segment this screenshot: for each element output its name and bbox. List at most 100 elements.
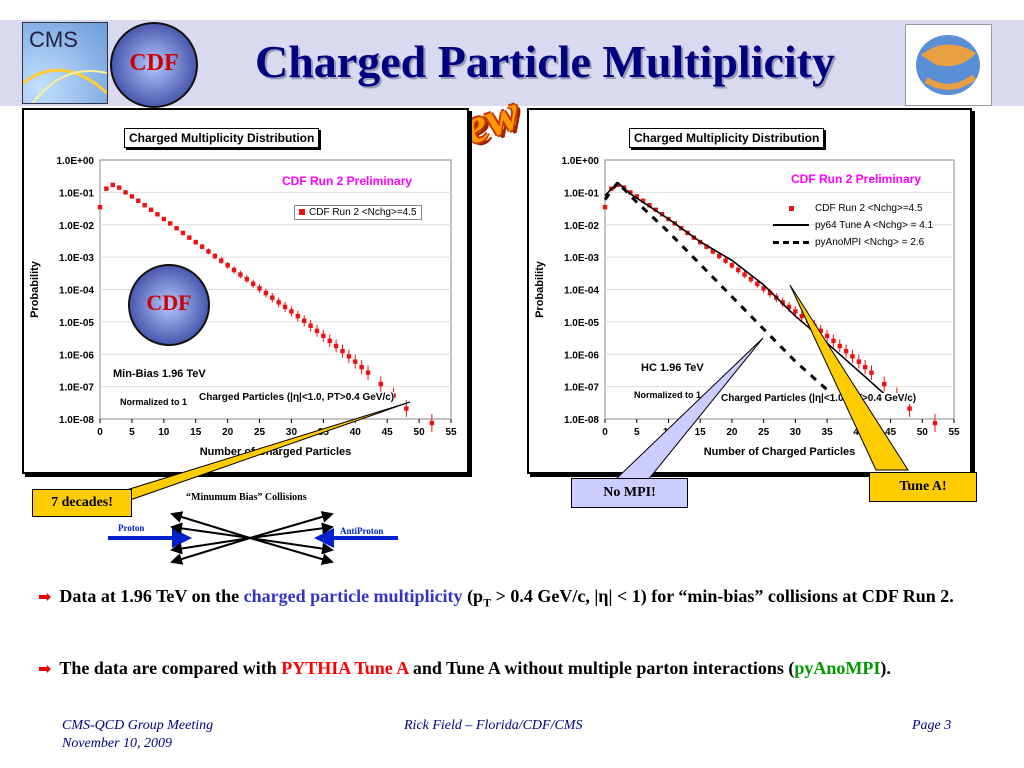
data-point: [767, 290, 773, 296]
data-point: [193, 239, 198, 245]
bullet-1-post1: (p: [462, 586, 484, 606]
chart-right-annotation-cuts: Charged Particles (|η|<1.0, PT>0.4 GeV/c…: [721, 393, 917, 404]
x-tick-label: 10: [158, 427, 170, 438]
chart-right-annotation-energy: HC 1.96 TeV: [641, 362, 704, 374]
footer-meeting: CMS-QCD Group Meeting: [62, 718, 214, 733]
chart-left-cdf-logo: CDF: [128, 264, 210, 346]
y-tick-label: 1.0E-02: [59, 221, 94, 232]
chart-left-cdf-logo-label: CDF: [146, 290, 192, 315]
data-point: [180, 230, 186, 236]
footer-date: November 10, 2009: [62, 736, 173, 751]
y-tick-label: 1.0E-07: [564, 383, 599, 394]
legend-entry-anompi: pyAnoMPI <Nchg> = 2.6: [773, 234, 933, 251]
y-axis-label: Probability: [534, 260, 546, 318]
bullet-1-pre: Data at 1.96 TeV on the: [59, 586, 244, 606]
data-point: [869, 370, 874, 375]
legend-label-anompi: pyAnoMPI <Nchg> = 2.6: [815, 237, 925, 248]
bullet-2: ➡ The data are compared with PYTHIA Tune …: [38, 656, 988, 681]
chart-right-title: Charged Multiplicity Distribution: [629, 128, 825, 148]
bullet-1-highlight: charged particle multiplicity: [243, 586, 463, 606]
y-tick-label: 1.0E-03: [59, 253, 94, 264]
y-tick-label: 1.0E-04: [564, 286, 599, 297]
page-title: Charged Particle Multiplicity: [255, 36, 835, 87]
chart-left-legend: CDF Run 2 <Nchg>=4.5: [294, 205, 422, 220]
data-point: [340, 348, 345, 354]
legend-marker-solid: [773, 224, 809, 227]
y-tick-label: 1.0E-04: [59, 286, 94, 297]
data-point: [799, 313, 804, 319]
legend-label-tune-a: py64 Tune A <Nchg> = 4.1: [815, 220, 934, 231]
data-point: [295, 313, 301, 319]
data-point: [704, 244, 709, 249]
chart-left-subtitle: CDF Run 2 Preliminary: [282, 174, 413, 188]
collision-diagram-title: “Minumum Bias” Collisions: [186, 492, 307, 503]
chart-left-title: Charged Multiplicity Distribution: [124, 128, 320, 148]
cdf-logo-header-label: CDF: [129, 50, 179, 76]
y-tick-label: 1.0E+00: [56, 156, 94, 167]
data-point: [174, 226, 179, 231]
data-point: [602, 204, 608, 210]
data-point: [302, 318, 307, 323]
x-tick-label: 55: [948, 427, 960, 438]
data-point: [862, 364, 868, 370]
data-point: [647, 203, 652, 208]
data-point: [748, 276, 754, 282]
y-tick-label: 1.0E-05: [564, 318, 599, 329]
data-point: [136, 198, 141, 203]
x-tick-label: 20: [222, 427, 234, 438]
data-point: [843, 348, 849, 354]
data-point: [187, 235, 192, 240]
bullet-1-sub: T: [483, 595, 492, 610]
data-point: [142, 203, 147, 208]
data-point: [219, 258, 224, 263]
x-tick-label: 50: [414, 427, 426, 438]
y-tick-label: 1.0E-07: [59, 383, 94, 394]
data-point: [723, 258, 728, 263]
y-tick-label: 1.0E-01: [564, 188, 599, 199]
data-point: [289, 309, 294, 314]
data-point: [231, 267, 237, 273]
data-point: [755, 281, 760, 286]
data-point: [308, 323, 313, 328]
antiproton-label: AntiProton: [340, 526, 384, 536]
data-point: [831, 338, 836, 344]
legend-marker-data: [773, 200, 809, 217]
data-point: [812, 323, 817, 328]
x-tick-label: 25: [254, 427, 266, 438]
data-point: [110, 182, 115, 188]
x-tick-label: 45: [382, 427, 394, 438]
x-axis-label: Number of Charged Particles: [200, 446, 352, 458]
data-point: [786, 304, 792, 310]
track: [170, 537, 251, 565]
x-axis-label: Number of Charged Particles: [704, 446, 856, 458]
track: [249, 537, 334, 565]
data-point: [244, 276, 249, 282]
x-tick-label: 20: [726, 427, 738, 438]
data-point: [780, 300, 785, 305]
data-point: [263, 290, 269, 296]
legend-marker-dashed: [773, 240, 809, 244]
chart-right-legend: CDF Run 2 <Nchg>=4.5 py64 Tune A <Nchg> …: [773, 200, 933, 251]
track: [249, 511, 334, 539]
track: [170, 537, 251, 555]
data-point: [321, 333, 326, 339]
data-point: [250, 281, 256, 286]
bullet-2-post2: ).: [880, 658, 891, 678]
x-tick-label: 35: [822, 427, 834, 438]
callout-no-mpi: No MPI!: [571, 478, 688, 508]
data-point: [155, 212, 160, 217]
data-point: [882, 381, 887, 387]
data-point: [365, 370, 371, 375]
data-point: [429, 420, 435, 426]
bullet-arrow-icon: ➡: [38, 659, 52, 678]
track: [170, 511, 251, 539]
y-tick-label: 1.0E-03: [564, 253, 599, 264]
data-point: [270, 295, 275, 300]
y-tick-label: 1.0E-06: [564, 350, 599, 361]
data-point: [378, 381, 383, 387]
data-point: [104, 186, 109, 191]
bullet-2-pre: The data are compared with: [59, 658, 282, 678]
chart-left-annotation-cuts: Charged Particles (|η|<1.0, PT>0.4 GeV/c…: [199, 392, 395, 403]
y-tick-label: 1.0E+00: [561, 156, 599, 167]
chart-left-annotation-energy: Min-Bias 1.96 TeV: [113, 368, 206, 380]
